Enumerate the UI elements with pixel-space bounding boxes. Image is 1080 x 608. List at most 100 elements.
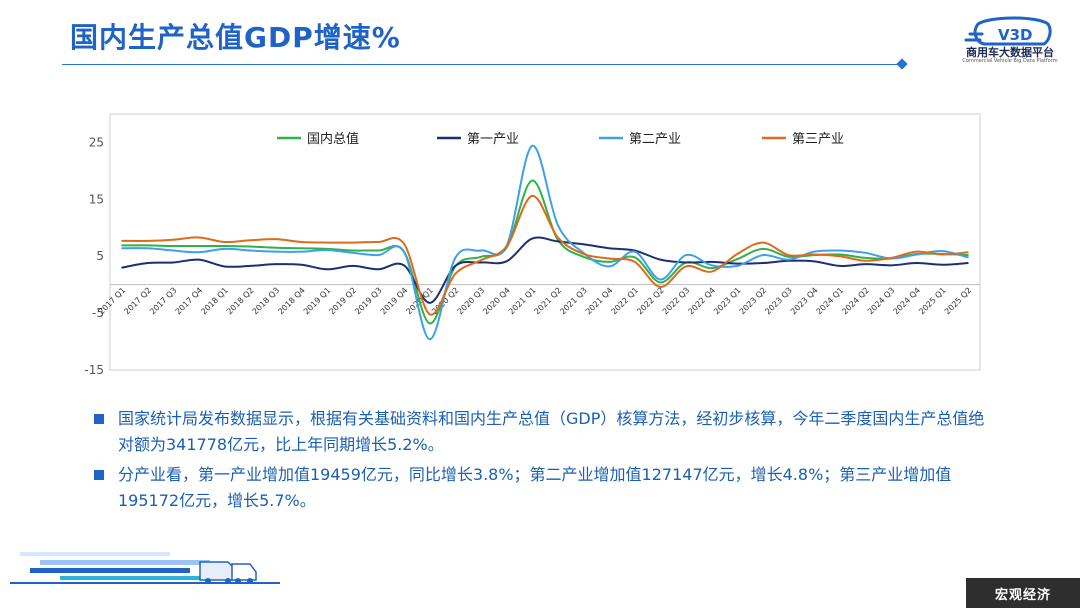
data-point <box>121 244 123 247</box>
data-point <box>505 260 508 263</box>
data-point <box>351 265 354 267</box>
data-point <box>275 250 277 253</box>
data-point <box>710 270 713 273</box>
data-point <box>249 239 251 242</box>
bullet-square-icon <box>94 414 104 424</box>
data-point <box>864 263 867 265</box>
data-point <box>428 338 431 341</box>
data-point <box>121 240 123 242</box>
legend-label: 第三产业 <box>792 132 844 147</box>
data-point <box>736 253 739 255</box>
data-point <box>377 254 380 256</box>
data-point <box>172 238 175 241</box>
logo-subtitle: Commercial Vehicle Big Data Platform <box>962 58 1058 64</box>
logo-truck-icon: V3D <box>964 16 1052 46</box>
data-point <box>351 241 354 244</box>
data-point <box>839 253 841 256</box>
data-point <box>300 241 303 243</box>
bullet-text: 国家统计局发布数据显示，根据有关基础资料和国内生产总值（GDP）核算方法，经初步… <box>118 409 985 454</box>
data-point <box>531 145 533 147</box>
data-point <box>557 240 559 243</box>
data-point <box>608 257 610 260</box>
data-point <box>351 249 354 252</box>
data-point <box>762 262 764 264</box>
logo-name: 商用车大数据平台 <box>966 46 1054 59</box>
data-point <box>480 255 482 258</box>
plot-area <box>109 113 981 371</box>
data-point <box>582 253 585 255</box>
data-point <box>685 261 687 264</box>
data-point <box>454 265 457 267</box>
data-point <box>172 245 175 247</box>
data-point <box>839 255 841 258</box>
data-point <box>608 247 610 250</box>
data-point <box>633 256 636 259</box>
data-point <box>967 262 969 264</box>
series-line <box>121 236 969 304</box>
data-point <box>915 253 918 256</box>
y-tick-label: 15 <box>89 192 104 206</box>
data-point <box>403 264 405 267</box>
data-point <box>403 250 405 253</box>
data-point <box>454 257 457 259</box>
data-point <box>710 267 713 269</box>
data-point <box>890 264 892 267</box>
data-point <box>172 249 175 252</box>
data-point <box>198 251 200 254</box>
data-point <box>736 262 739 265</box>
data-point <box>300 263 303 266</box>
legend-label: 第一产业 <box>467 132 519 147</box>
data-point <box>377 241 380 243</box>
data-point <box>480 259 482 262</box>
data-point <box>377 249 380 252</box>
data-point <box>480 249 482 252</box>
data-point <box>685 265 687 268</box>
data-point <box>967 251 969 254</box>
data-point <box>121 266 123 269</box>
data-point <box>531 179 533 182</box>
data-point <box>736 258 739 260</box>
data-point <box>787 254 790 256</box>
data-point <box>223 265 226 268</box>
data-point <box>121 247 123 250</box>
data-point <box>659 258 662 261</box>
bullet-text: 分产业看，第一产业增加值19459亿元，同比增长3.8%；第二产业增加值1271… <box>118 465 952 510</box>
data-point <box>839 249 841 252</box>
data-point <box>198 245 200 247</box>
data-point <box>813 260 815 263</box>
data-point <box>505 245 508 248</box>
data-point <box>326 268 328 271</box>
data-point <box>787 255 790 258</box>
data-point <box>582 255 585 258</box>
data-point <box>403 242 405 245</box>
data-point <box>941 253 944 256</box>
data-point <box>864 252 867 254</box>
data-point <box>146 247 149 250</box>
data-point <box>300 247 303 250</box>
data-point <box>762 254 764 256</box>
data-point <box>480 261 482 264</box>
gdp-growth-chart: -15 -5 5 15 25 2017 Q1 2017 Q2 2017 Q3 2017 Q4 20… <box>72 112 992 394</box>
data-point <box>249 265 251 267</box>
data-point <box>249 245 251 248</box>
summary-bullets: 国家统计局发布数据显示，根据有关基础资料和国内生产总值（GDP）核算方法，经初步… <box>92 406 992 518</box>
data-point <box>839 265 841 267</box>
data-point <box>249 249 251 252</box>
data-point <box>685 254 687 256</box>
data-point <box>275 238 277 240</box>
data-point <box>428 322 431 325</box>
data-point <box>710 261 713 263</box>
series-line <box>121 194 969 316</box>
data-point <box>223 241 226 243</box>
data-point <box>582 243 585 246</box>
data-point <box>941 263 944 266</box>
data-point <box>864 259 867 262</box>
truck-banner-icon <box>10 552 280 584</box>
data-point <box>659 281 662 284</box>
bullet-item: 国家统计局发布数据显示，根据有关基础资料和国内生产总值（GDP）核算方法，经初步… <box>92 406 992 458</box>
data-point <box>377 268 380 271</box>
legend-label: 第二产业 <box>629 132 681 147</box>
data-point <box>146 262 149 264</box>
data-point <box>326 249 328 251</box>
data-point <box>454 273 457 275</box>
